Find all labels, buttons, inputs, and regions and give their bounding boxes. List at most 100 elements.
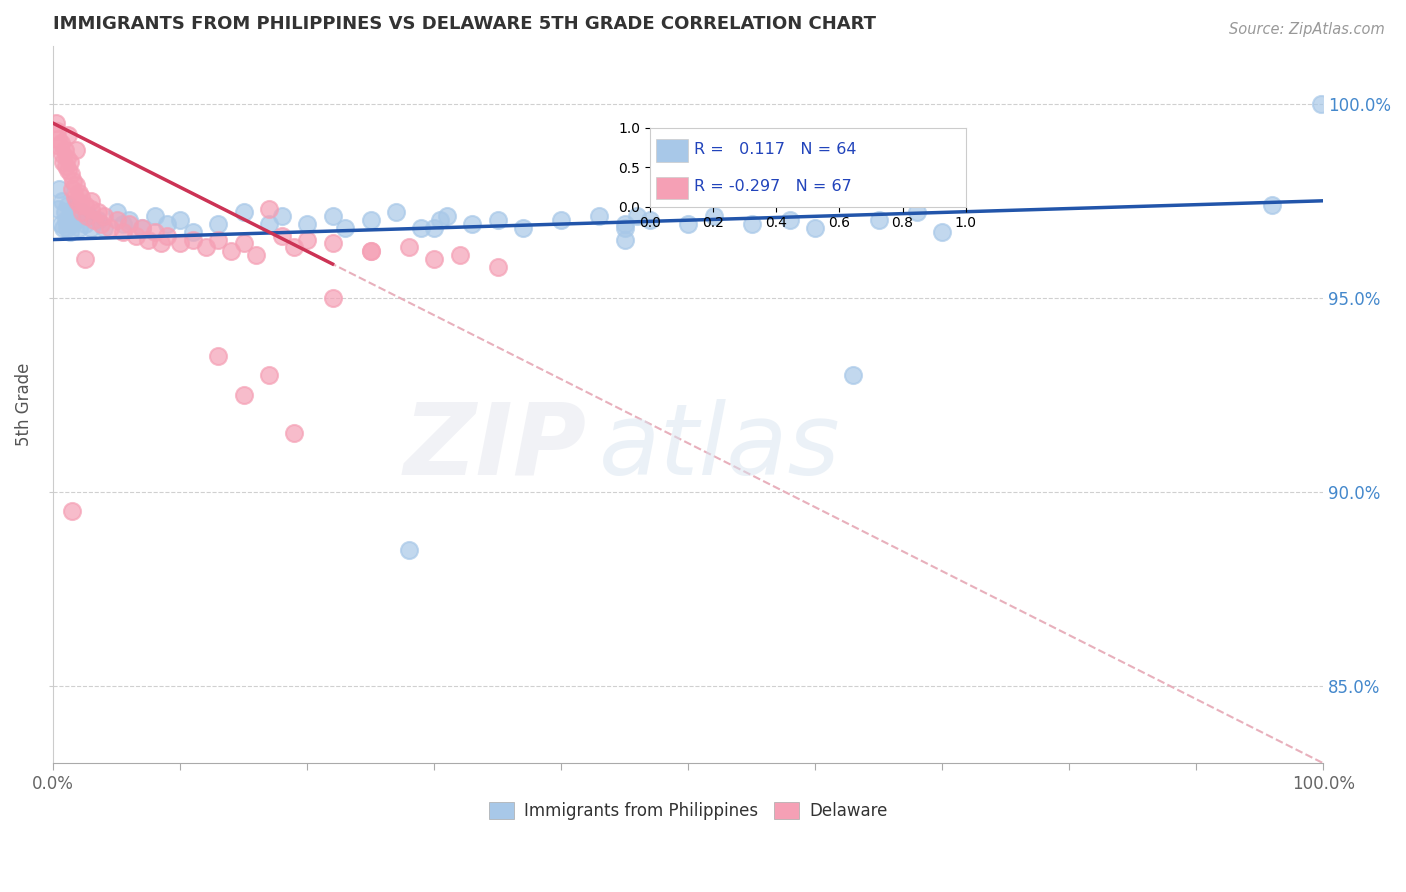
Point xyxy=(86,205,108,219)
Point xyxy=(67,186,90,200)
Point xyxy=(550,213,572,227)
Point xyxy=(65,213,87,227)
Point xyxy=(72,205,94,219)
Point xyxy=(65,144,87,158)
Point xyxy=(93,209,115,223)
Point xyxy=(360,213,382,227)
Point xyxy=(270,209,292,223)
Point xyxy=(322,291,344,305)
Point xyxy=(257,217,280,231)
Point xyxy=(83,213,105,227)
Point xyxy=(59,225,82,239)
Point xyxy=(360,244,382,259)
Point xyxy=(207,217,229,231)
Point xyxy=(53,205,76,219)
Point xyxy=(613,217,636,231)
Point xyxy=(51,194,73,208)
Point xyxy=(322,209,344,223)
Text: Source: ZipAtlas.com: Source: ZipAtlas.com xyxy=(1229,22,1385,37)
Point xyxy=(512,221,534,235)
Point xyxy=(232,205,254,219)
Point xyxy=(360,244,382,259)
Point xyxy=(111,225,134,239)
Point xyxy=(62,174,84,188)
Point xyxy=(93,221,115,235)
Point xyxy=(156,228,179,243)
Text: ZIP: ZIP xyxy=(404,399,586,496)
Point xyxy=(588,209,610,223)
Point xyxy=(56,151,79,165)
Point xyxy=(169,236,191,251)
Point xyxy=(52,155,75,169)
Point xyxy=(741,217,763,231)
Y-axis label: 5th Grade: 5th Grade xyxy=(15,363,32,446)
Point xyxy=(66,194,89,208)
Point xyxy=(70,205,93,219)
Point xyxy=(52,221,75,235)
Point xyxy=(322,236,344,251)
Point xyxy=(905,205,928,219)
Point xyxy=(49,136,72,150)
Text: R =   0.117   N = 64: R = 0.117 N = 64 xyxy=(695,142,856,157)
Point xyxy=(486,260,509,274)
Bar xyxy=(657,177,688,199)
Point xyxy=(90,217,112,231)
Legend: Immigrants from Philippines, Delaware: Immigrants from Philippines, Delaware xyxy=(482,795,894,827)
Point xyxy=(398,240,420,254)
Point xyxy=(48,139,70,153)
Point xyxy=(868,213,890,227)
Point xyxy=(76,209,98,223)
Text: atlas: atlas xyxy=(599,399,841,496)
Point xyxy=(67,221,90,235)
Point xyxy=(80,221,103,235)
Text: R = -0.297   N = 67: R = -0.297 N = 67 xyxy=(695,178,852,194)
Point xyxy=(1261,197,1284,211)
Point xyxy=(702,209,724,223)
Point xyxy=(77,209,100,223)
Point xyxy=(257,368,280,383)
Point xyxy=(105,213,128,227)
Point xyxy=(56,221,79,235)
Point xyxy=(143,209,166,223)
Point xyxy=(86,213,108,227)
Point xyxy=(58,162,80,177)
Point xyxy=(80,194,103,208)
Point xyxy=(626,209,648,223)
Point xyxy=(53,144,76,158)
Point xyxy=(51,147,73,161)
Bar xyxy=(657,139,688,161)
Point xyxy=(59,155,82,169)
Point xyxy=(181,233,204,247)
Point xyxy=(55,213,77,227)
Point xyxy=(181,225,204,239)
Point xyxy=(131,221,153,235)
Point xyxy=(423,252,446,266)
Point xyxy=(169,213,191,227)
Point xyxy=(398,542,420,557)
Point xyxy=(45,116,67,130)
Point xyxy=(118,217,141,231)
Point xyxy=(449,248,471,262)
Point xyxy=(58,128,80,142)
Point xyxy=(118,213,141,227)
Point xyxy=(295,217,318,231)
Point xyxy=(1309,96,1331,111)
Point xyxy=(257,202,280,216)
Point xyxy=(283,240,305,254)
Point xyxy=(59,209,82,223)
Point xyxy=(131,221,153,235)
Point xyxy=(138,233,160,247)
Point xyxy=(150,236,173,251)
Point xyxy=(80,202,103,216)
Point xyxy=(842,368,865,383)
Point xyxy=(73,252,96,266)
Point xyxy=(423,221,446,235)
Point xyxy=(486,213,509,227)
Point xyxy=(385,205,408,219)
Point xyxy=(70,190,93,204)
Point xyxy=(436,209,458,223)
Point xyxy=(270,228,292,243)
Point xyxy=(55,159,77,173)
Text: IMMIGRANTS FROM PHILIPPINES VS DELAWARE 5TH GRADE CORRELATION CHART: IMMIGRANTS FROM PHILIPPINES VS DELAWARE … xyxy=(53,15,876,33)
Point xyxy=(60,217,83,231)
